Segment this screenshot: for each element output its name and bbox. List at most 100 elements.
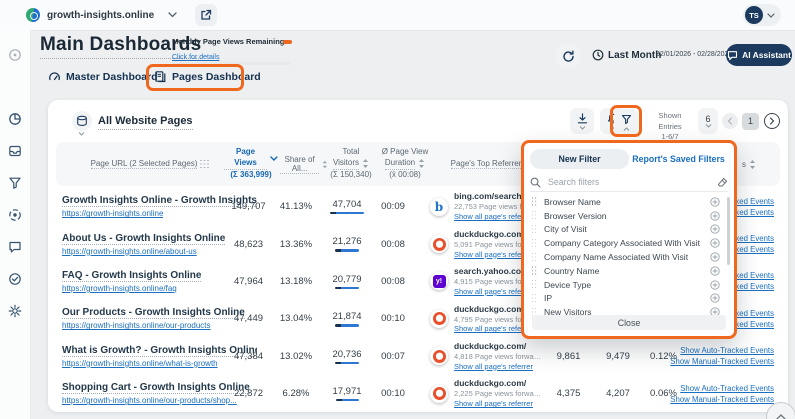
export-button[interactable] [570, 108, 594, 134]
funnels-icon[interactable] [8, 176, 22, 190]
drag-handle-icon[interactable] [532, 307, 537, 317]
column-settings-icon[interactable] [200, 159, 209, 169]
show-all-referrers-link[interactable]: Show all page's referrer [454, 287, 533, 296]
ai-assistant-button[interactable]: AI Assistant [726, 44, 792, 66]
visitors-bar [335, 398, 359, 402]
filter-item[interactable]: Company Category Associated With Visit [530, 236, 728, 250]
filter-item[interactable]: City of Visit [530, 223, 728, 237]
duration-cell: 00:08 [381, 238, 405, 250]
drag-handle-icon[interactable] [532, 266, 537, 275]
add-filter-icon[interactable] [710, 252, 720, 262]
verified-icon[interactable] [8, 272, 22, 286]
drag-handle-icon[interactable] [532, 197, 537, 206]
tab-master-dashboard[interactable]: Master Dashboard [48, 70, 158, 83]
referrer-domain: duckduckgo.com/ [454, 378, 527, 389]
column-visitors-label-2: Visitors [332, 158, 360, 170]
column-page-views[interactable]: Page Views (Σ 363,999) [224, 142, 278, 186]
referrer-cell: duckduckgo.com/ 4,818 Page views forward… [430, 338, 546, 375]
add-filter-icon[interactable] [710, 224, 720, 235]
open-site-button[interactable] [195, 4, 218, 26]
visitors-value: 21,874 [332, 311, 362, 323]
show-all-referrers-link[interactable]: Show all page's referrer [454, 249, 533, 259]
period-selector[interactable]: Last Month [592, 49, 661, 61]
clear-icon[interactable] [717, 177, 728, 188]
drag-handle-icon[interactable] [532, 252, 537, 262]
database-icon [76, 115, 88, 127]
messages-icon[interactable] [8, 240, 22, 254]
show-all-referrers-link[interactable]: Show all page's referrer [454, 361, 533, 371]
settings-icon[interactable] [8, 304, 22, 318]
filter-item-label: IP [544, 293, 553, 304]
chevron-down-icon [767, 12, 775, 18]
drag-handle-icon[interactable] [532, 280, 537, 289]
column-share[interactable]: Share of All... [280, 142, 328, 186]
share-cell: 13.18% [279, 275, 313, 287]
filter-item[interactable]: Browser Version [530, 209, 728, 223]
previous-page-button[interactable] [722, 113, 738, 129]
quota-details-link[interactable]: Click for details [172, 54, 220, 61]
dashboards-icon[interactable] [8, 112, 22, 126]
column-events-partial[interactable]: s [716, 142, 760, 186]
popup-scrollbar[interactable] [727, 197, 730, 265]
page-url-link[interactable]: https://growth-insights.online/about-us [62, 246, 197, 256]
drag-handle-icon[interactable] [532, 238, 537, 248]
drag-handle-icon[interactable] [532, 293, 537, 303]
page-url-link[interactable]: https://growth-insights.online/our-produ… [62, 321, 211, 331]
filter-item[interactable]: IP [530, 292, 728, 306]
column-duration[interactable]: Ø Page View Duration (x̄ 00:08) [376, 142, 434, 186]
tab-saved-filters[interactable]: Report's Saved Filters [632, 154, 725, 164]
filter-item-label: Browser Name [544, 196, 601, 207]
add-filter-icon[interactable] [710, 197, 720, 207]
visitors-cell: 17,971 [318, 375, 376, 412]
close-button[interactable]: Close [532, 315, 726, 330]
page-url-link[interactable]: https://growth-insights.online/our-produ… [62, 396, 237, 406]
tab-new-filter[interactable]: New Filter [530, 149, 629, 169]
filter-item[interactable]: Browser Name [530, 195, 728, 209]
add-filter-icon[interactable] [710, 238, 720, 248]
visitors-bar [335, 249, 359, 252]
user-menu[interactable]: TS [743, 4, 781, 26]
table-type-button[interactable] [72, 111, 92, 131]
page-size-select[interactable]: 6 [698, 108, 718, 134]
site-switcher[interactable]: growth-insights.online [47, 9, 155, 21]
share-cell: 13.36% [279, 238, 313, 250]
filter-item[interactable]: Company Name Associated With Visit [530, 250, 728, 264]
page-url-link[interactable]: https://growth-insights.online/what-is-g… [62, 358, 218, 368]
show-manual-tracked-events-link[interactable]: Show Manual-Tracked Events [670, 394, 774, 404]
filter-search-input[interactable] [546, 176, 712, 188]
next-page-button[interactable] [764, 113, 780, 129]
page-url-link[interactable]: https://growth-insights.online [62, 209, 164, 219]
column-page-url[interactable]: Page URL (2 Selected Pages) [70, 142, 230, 186]
page-title-cell: About Us - Growth Insights Online [62, 232, 226, 245]
filter-button[interactable] [614, 109, 638, 135]
filter-item[interactable]: Country Name [530, 264, 728, 278]
goals-icon[interactable] [8, 208, 22, 222]
drag-handle-icon[interactable] [532, 211, 537, 220]
add-filter-icon[interactable] [710, 293, 720, 304]
filter-item[interactable]: Device Type [530, 278, 728, 292]
show-manual-tracked-events-link[interactable]: Show Manual-Tracked Events [670, 357, 774, 367]
show-all-referrers-link[interactable]: Show all page's referrer [454, 324, 533, 334]
add-filter-icon[interactable] [710, 266, 720, 276]
column-visitors[interactable]: Total Visitors (Σ 150,340) [324, 142, 378, 186]
page-url-link[interactable]: https://growth-insights.online/faq [62, 283, 177, 293]
add-filter-icon[interactable] [710, 211, 720, 221]
show-auto-tracked-events-link[interactable]: Show Auto-Tracked Events [680, 383, 774, 393]
show-all-referrers-link[interactable]: Show all page's referrer [454, 212, 533, 222]
extra-cell-2: 9,479 [606, 350, 630, 362]
add-filter-icon[interactable] [710, 280, 720, 290]
inbox-icon[interactable] [8, 144, 22, 158]
share-cell: 6.28% [282, 388, 310, 400]
chevron-down-icon[interactable] [168, 12, 177, 18]
show-all-referrers-link[interactable]: Show all page's referrer [454, 399, 533, 409]
duration-cell: 00:10 [381, 313, 405, 325]
tab-pages-dashboard[interactable]: Pages Dashboard [154, 70, 261, 83]
column-referrer-label: Page's Top Referrer [450, 159, 522, 169]
show-auto-tracked-events-link[interactable]: Show Auto-Tracked Events [680, 346, 774, 356]
drag-handle-icon[interactable] [532, 224, 537, 234]
fab-button[interactable] [766, 402, 795, 419]
current-page[interactable]: 1 [742, 112, 759, 130]
refresh-button[interactable] [556, 44, 580, 68]
overview-icon[interactable] [8, 48, 22, 62]
